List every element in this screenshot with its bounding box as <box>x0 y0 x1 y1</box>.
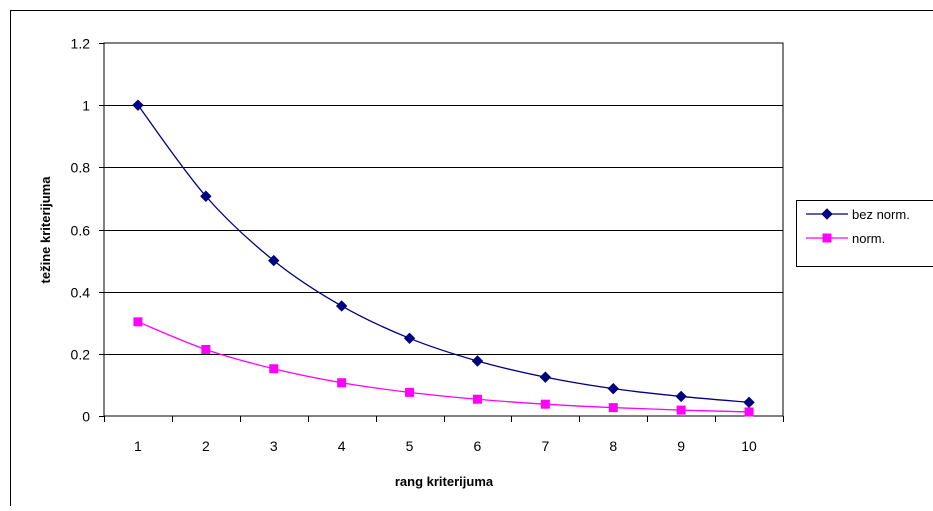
x-tick-label: 7 <box>541 438 549 454</box>
data-point <box>134 318 142 326</box>
x-tick-labels: 1 2 3 4 5 6 7 8 9 10 <box>134 438 757 454</box>
x-tick-label: 1 <box>134 438 142 454</box>
x-tick-label: 3 <box>270 438 278 454</box>
data-point <box>406 388 414 396</box>
x-axis-title: rang kriterijuma <box>395 474 494 489</box>
y-tick-label: 0.2 <box>71 347 91 363</box>
x-tick-label: 2 <box>202 438 210 454</box>
y-tick-label: 0.8 <box>71 160 91 176</box>
plot-area <box>99 43 784 422</box>
legend-label: norm. <box>852 231 885 246</box>
x-tick-label: 9 <box>677 438 685 454</box>
data-point <box>745 408 753 416</box>
x-tick-label: 5 <box>406 438 414 454</box>
legend-marker <box>823 234 831 242</box>
legend-label: bez norm. <box>852 207 910 222</box>
legend: bez norm. norm. <box>797 201 933 267</box>
x-tick-label: 6 <box>474 438 482 454</box>
y-tick-label: 0.4 <box>71 285 91 301</box>
y-axis-title: težine kriterijuma <box>38 176 53 284</box>
y-tick-label: 1.2 <box>71 36 91 52</box>
x-tick-label: 4 <box>338 438 346 454</box>
plot-background <box>104 43 783 416</box>
x-tick-label: 10 <box>741 438 757 454</box>
data-point <box>541 400 549 408</box>
data-point <box>473 395 481 403</box>
data-point <box>202 345 210 353</box>
y-tick-label: 1 <box>82 98 90 114</box>
x-tick-label: 8 <box>609 438 617 454</box>
y-tick-label: 0 <box>82 409 90 425</box>
y-tick-labels: 0 0.2 0.4 0.6 0.8 1 1.2 <box>71 36 91 425</box>
data-point <box>609 404 617 412</box>
data-point <box>338 379 346 387</box>
data-point <box>270 365 278 373</box>
data-point <box>677 406 685 414</box>
y-tick-label: 0.6 <box>71 223 91 239</box>
